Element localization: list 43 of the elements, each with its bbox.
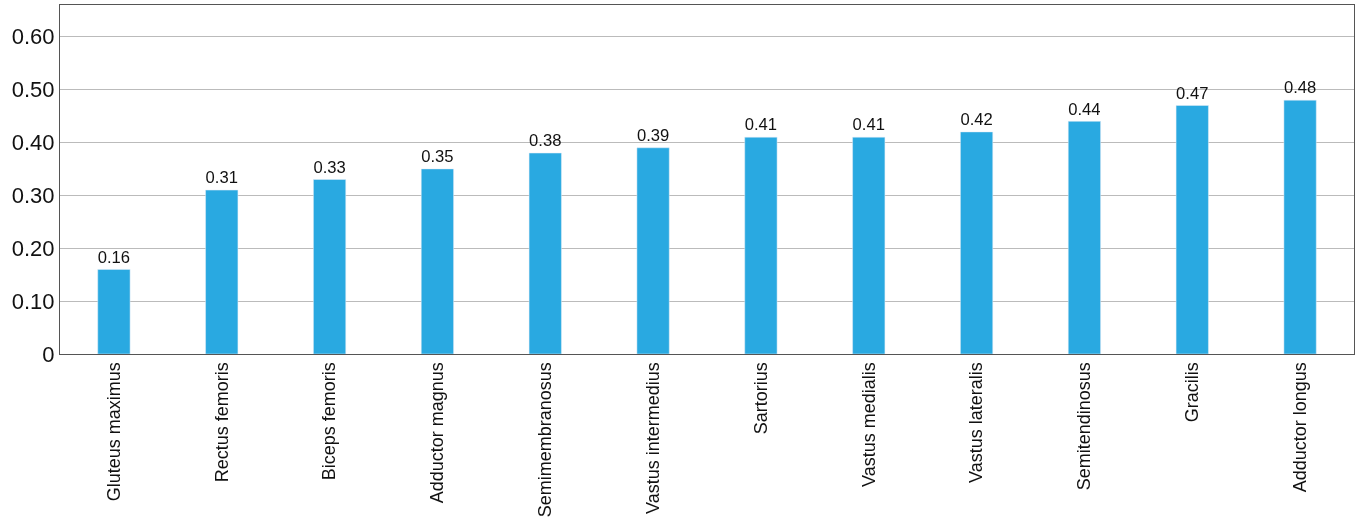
x-tick-label: Rectus femoris (211, 362, 232, 483)
bar (528, 152, 562, 354)
x-tick-label: Adductor longus (1289, 362, 1310, 493)
data-label: 0.48 (1283, 78, 1317, 98)
bar (1175, 105, 1209, 354)
x-tick-label: Semimembranosus (535, 362, 556, 518)
x-tick-label: Semitendinosus (1074, 362, 1095, 491)
bar (97, 269, 131, 354)
bar (852, 136, 886, 354)
data-label: 0.42 (960, 110, 993, 130)
x-tick-label: Vastus intermedius (642, 362, 663, 514)
bar (313, 179, 347, 354)
x-tick-label: Vastus medialis (858, 362, 879, 487)
data-label: 0.38 (529, 131, 562, 151)
y-tick-label: 0.50 (11, 77, 55, 103)
data-label: 0.16 (97, 247, 131, 267)
bar (1283, 99, 1317, 354)
bar (636, 147, 670, 354)
bar (420, 168, 454, 354)
data-label: 0.41 (744, 115, 778, 135)
data-label: 0.39 (636, 125, 670, 145)
data-label: 0.31 (205, 168, 238, 188)
y-tick-label: 0.60 (11, 24, 55, 50)
data-label: 0.41 (852, 115, 885, 135)
bar (960, 131, 994, 354)
bar (744, 136, 778, 354)
y-tick-label: 0.20 (11, 235, 55, 261)
y-tick-label: 0.30 (11, 183, 55, 209)
x-tick-label: Biceps femoris (319, 362, 340, 481)
data-label: 0.33 (313, 157, 346, 177)
x-tick-label: Gluteus maximus (103, 362, 124, 502)
data-label: 0.44 (1068, 99, 1101, 119)
data-label: 0.35 (421, 147, 454, 167)
x-tick-label: Gracilis (1182, 362, 1203, 423)
y-tick-label: 0 (42, 341, 55, 367)
bar (1067, 121, 1101, 354)
y-tick-label: 0.40 (11, 130, 55, 156)
data-label: 0.47 (1176, 83, 1209, 103)
y-tick-label: 0.10 (11, 288, 55, 314)
x-tick-label: Vastus lateralis (966, 362, 987, 483)
x-tick-label: Adductor magnus (427, 362, 448, 504)
x-tick-label: Sartorius (750, 362, 771, 435)
bar (205, 189, 239, 354)
